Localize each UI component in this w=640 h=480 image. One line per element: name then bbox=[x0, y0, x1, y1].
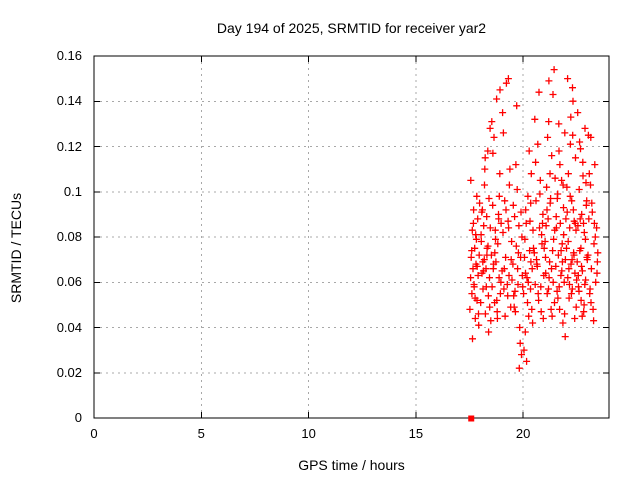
data-point-square bbox=[468, 415, 475, 422]
y-tick-label: 0.1 bbox=[63, 183, 82, 199]
y-tick-label: 0.12 bbox=[56, 138, 82, 154]
y-tick-label: 0.04 bbox=[56, 319, 82, 335]
x-tick-label: 0 bbox=[90, 426, 98, 441]
chart-title: Day 194 of 2025, SRMTID for receiver yar… bbox=[216, 20, 487, 36]
x-tick-label: 20 bbox=[515, 426, 531, 441]
y-tick-label: 0.08 bbox=[56, 229, 82, 244]
data-point-markers bbox=[466, 66, 602, 372]
y-tick-label: 0 bbox=[74, 410, 82, 425]
y-tick-label: 0.14 bbox=[56, 93, 82, 109]
x-tick-label: 15 bbox=[408, 426, 424, 441]
y-tick-label: 0.16 bbox=[56, 48, 82, 63]
x-tick-label: 10 bbox=[301, 426, 316, 441]
x-tick-label: 5 bbox=[197, 426, 205, 441]
y-tick-label: 0.02 bbox=[56, 364, 82, 380]
plot-border bbox=[93, 55, 610, 419]
x-axis-label: GPS time / hours bbox=[298, 457, 405, 473]
y-tick-label: 0.06 bbox=[56, 274, 82, 290]
y-axis-label: SRMTID / TECUs bbox=[8, 192, 24, 304]
